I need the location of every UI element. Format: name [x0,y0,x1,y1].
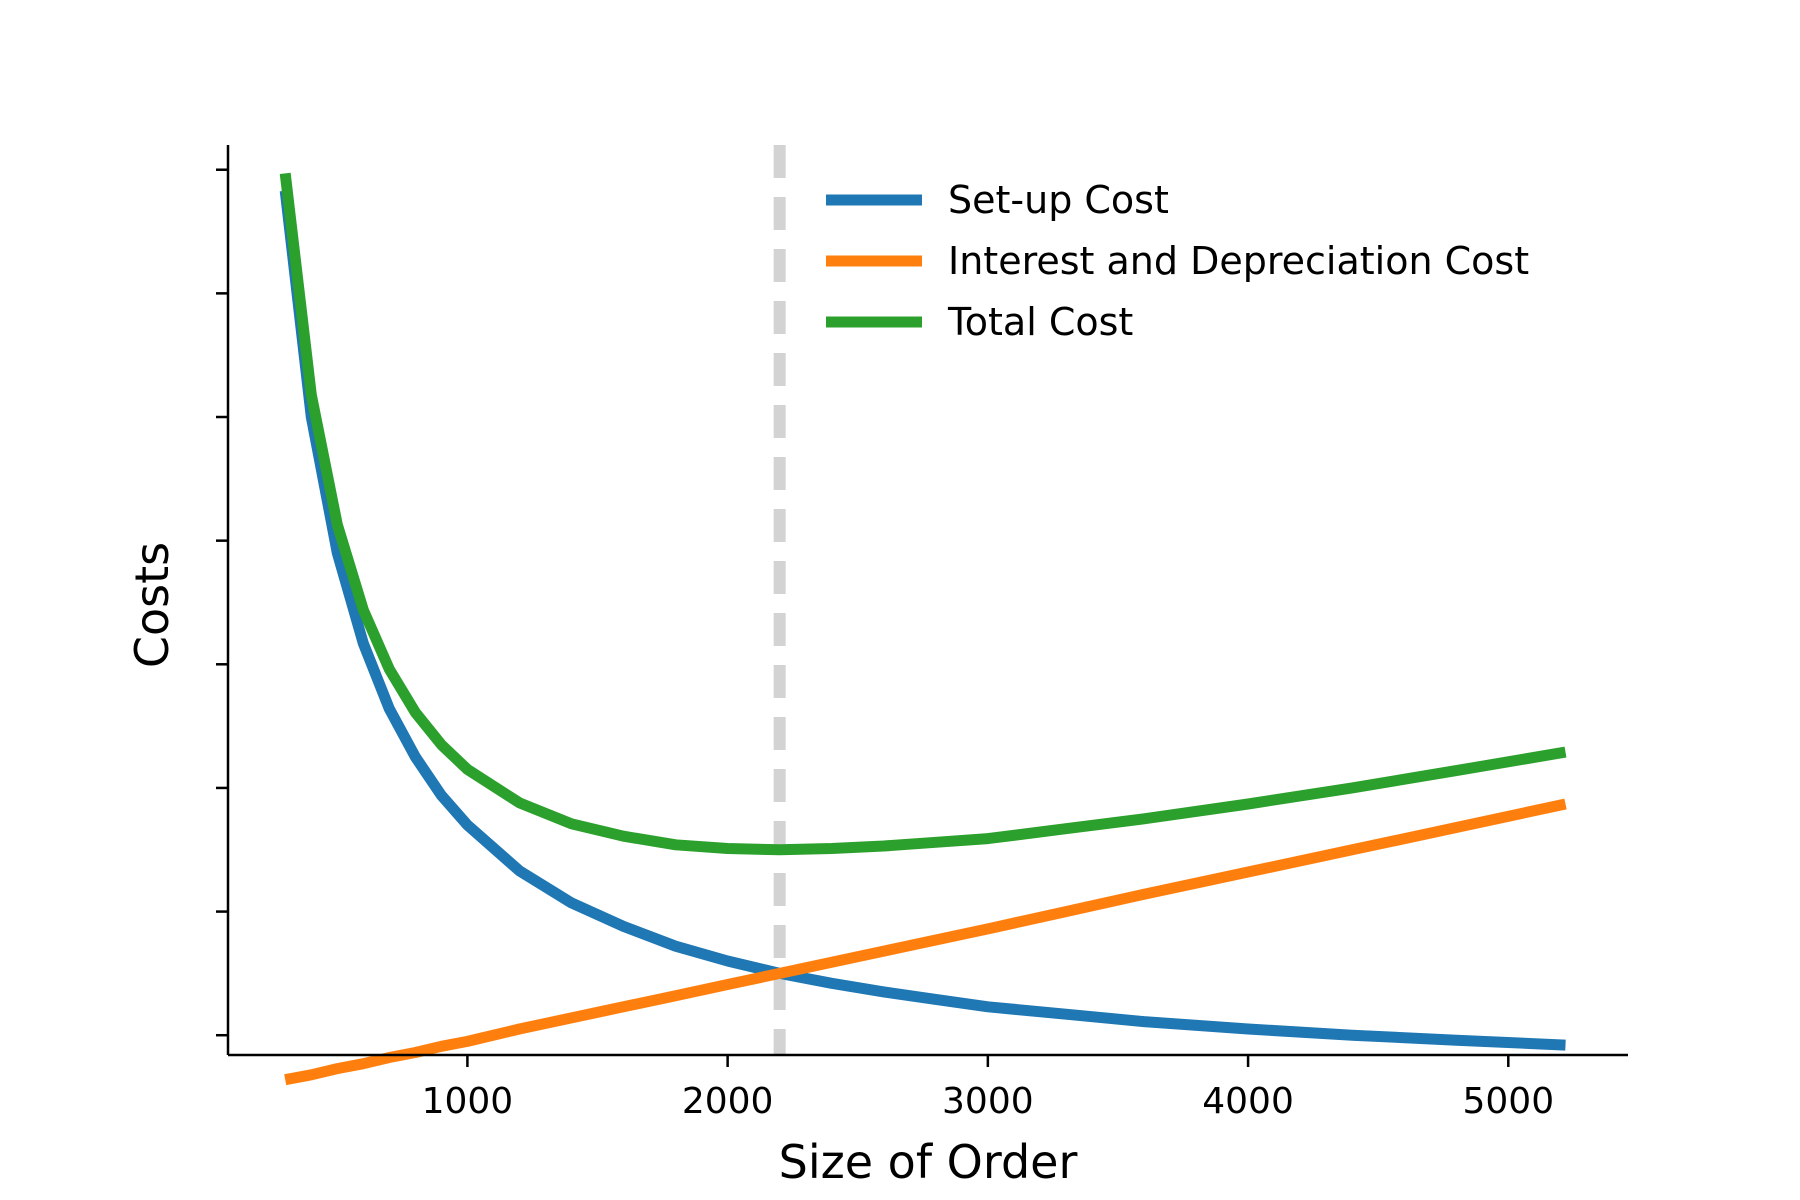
legend-label-1: Set-up Cost [948,178,1169,222]
series-line-3 [279,172,1567,856]
y-axis-label: Costs [125,542,179,668]
x-axis-label: Size of Order [779,1135,1078,1189]
x-tick-label-1: 1000 [422,1081,514,1122]
series-line-2 [284,798,1567,1086]
x-tick-label-3: 3000 [942,1081,1034,1122]
legend-label-3: Total Cost [947,300,1133,344]
x-tick-label-2: 2000 [682,1081,774,1122]
legend-label-2: Interest and Depreciation Cost [948,239,1529,283]
legend: Set-up Cost Interest and Depreciation Cos… [826,178,1529,344]
axes: 1000 2000 3000 4000 5000 [216,145,1628,1122]
plot-area [279,145,1567,1086]
series-line-1 [279,190,1566,1051]
x-tick-label-5: 5000 [1462,1081,1554,1122]
x-tick-label-4: 4000 [1202,1081,1294,1122]
